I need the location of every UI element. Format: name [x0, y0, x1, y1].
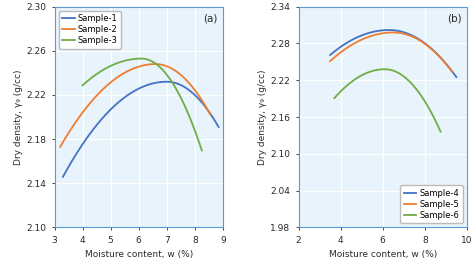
Sample-2	[207, 113, 213, 116]
Sample-3	[143, 58, 149, 61]
Sample-1	[164, 80, 170, 83]
Line: Sample-6: Sample-6	[334, 69, 441, 132]
Sample-1	[177, 83, 183, 86]
Sample-2	[184, 80, 190, 83]
Sample-2	[196, 95, 202, 98]
Sample-5	[391, 31, 396, 34]
Sample-2	[157, 63, 163, 66]
Line: Sample-4: Sample-4	[330, 30, 456, 77]
Sample-4	[386, 29, 392, 32]
Sample-4	[440, 58, 446, 62]
Sample-2	[119, 73, 125, 76]
Legend: Sample-1, Sample-2, Sample-3: Sample-1, Sample-2, Sample-3	[59, 11, 121, 49]
Sample-6	[438, 130, 444, 133]
Sample-3	[138, 57, 144, 60]
Sample-3	[80, 84, 85, 87]
Sample-1	[65, 167, 71, 170]
Sample-1	[194, 95, 200, 99]
Sample-3	[82, 81, 88, 84]
Y-axis label: Dry density, γ₉ (g/cc): Dry density, γ₉ (g/cc)	[14, 69, 23, 165]
Sample-5	[395, 31, 401, 34]
Sample-4	[365, 31, 371, 35]
Legend: Sample-4, Sample-5, Sample-6: Sample-4, Sample-5, Sample-6	[401, 185, 463, 223]
Sample-5	[438, 56, 443, 59]
Sample-1	[216, 125, 221, 129]
Sample-6	[382, 68, 388, 71]
Sample-4	[391, 29, 397, 32]
X-axis label: Moisture content, w (%): Moisture content, w (%)	[84, 250, 193, 259]
Sample-6	[427, 107, 432, 111]
Sample-5	[327, 59, 333, 63]
Sample-6	[331, 97, 337, 100]
Sample-1	[60, 175, 66, 178]
Sample-1	[205, 109, 211, 112]
Sample-4	[426, 44, 431, 48]
Sample-3	[199, 149, 205, 152]
Line: Sample-2: Sample-2	[60, 64, 210, 147]
Sample-3	[174, 88, 180, 91]
Sample-2	[167, 66, 173, 69]
Sample-4	[327, 53, 333, 56]
X-axis label: Moisture content, w (%): Moisture content, w (%)	[328, 250, 437, 259]
Sample-6	[386, 68, 392, 71]
Line: Sample-1: Sample-1	[63, 82, 219, 177]
Text: (b): (b)	[447, 13, 462, 23]
Sample-5	[449, 70, 455, 73]
Sample-5	[368, 34, 374, 38]
Sample-5	[406, 34, 411, 37]
Sample-2	[62, 138, 67, 141]
Sample-1	[128, 92, 133, 95]
Sample-3	[155, 63, 160, 66]
Sample-1	[168, 80, 173, 84]
Y-axis label: Dry density, γ₉ (g/cc): Dry density, γ₉ (g/cc)	[258, 69, 267, 165]
Sample-6	[334, 94, 339, 97]
Sample-6	[365, 71, 370, 74]
Sample-4	[454, 75, 459, 79]
Sample-3	[187, 115, 192, 119]
Sample-4	[330, 51, 336, 54]
Sample-2	[57, 145, 63, 148]
Text: (a): (a)	[203, 13, 218, 23]
Sample-4	[404, 32, 410, 35]
Sample-2	[153, 62, 158, 66]
Sample-5	[425, 44, 430, 48]
Sample-3	[118, 60, 124, 63]
Line: Sample-3: Sample-3	[82, 59, 202, 150]
Line: Sample-5: Sample-5	[330, 33, 452, 72]
Sample-6	[397, 72, 402, 75]
Sample-6	[415, 89, 420, 92]
Sample-5	[330, 57, 336, 60]
